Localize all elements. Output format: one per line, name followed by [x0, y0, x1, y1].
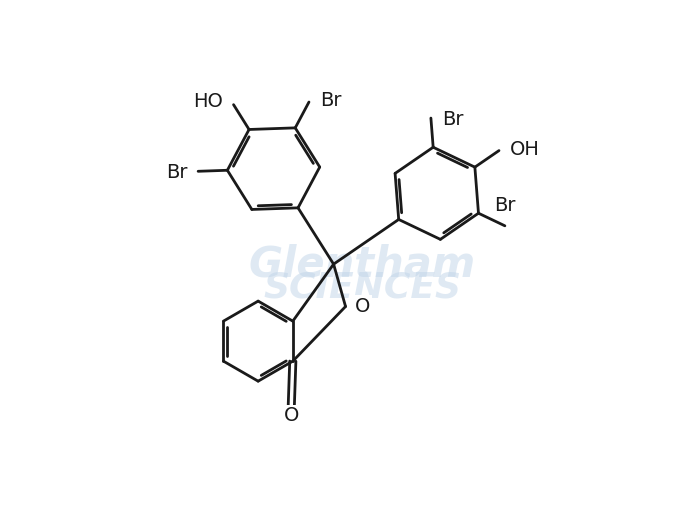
- Text: SCIENCES: SCIENCES: [263, 270, 461, 304]
- Text: HO: HO: [193, 92, 223, 111]
- Text: Br: Br: [494, 196, 516, 215]
- Text: OH: OH: [509, 139, 539, 159]
- Text: Br: Br: [166, 163, 187, 183]
- Text: O: O: [283, 406, 299, 425]
- Text: Br: Br: [442, 110, 463, 129]
- Text: Br: Br: [319, 91, 341, 110]
- Text: Glentham: Glentham: [248, 243, 475, 285]
- Text: O: O: [355, 297, 370, 316]
